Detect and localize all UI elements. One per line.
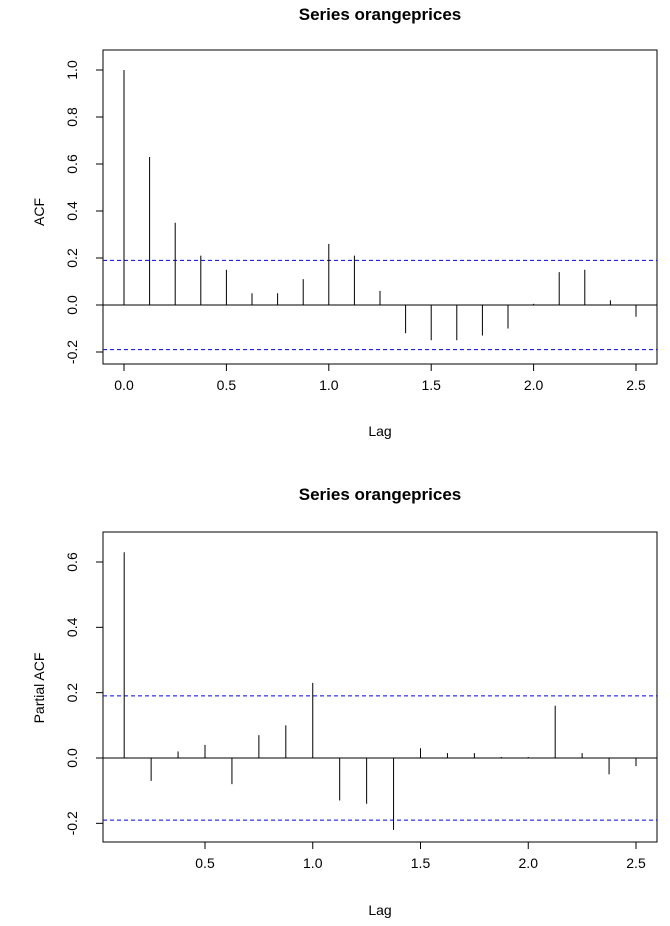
acf-y-tick-label: 0.0 — [64, 295, 80, 315]
acf-panel: Series orangeprices Lag ACF 0.0 0.5 1.0 1.5… — [31, 5, 658, 439]
pacf-y-axis-label: Partial ACF — [31, 653, 47, 724]
acf-y-tick-label: 1.0 — [64, 60, 80, 80]
pacf-title: Series orangeprices — [299, 485, 462, 504]
acf-y-axis-label: ACF — [31, 198, 47, 226]
acf-title: Series orangeprices — [299, 5, 462, 24]
acf-x-tick-label: 2.0 — [524, 377, 544, 393]
pacf-x-tick-label: 1.5 — [411, 855, 431, 871]
acf-y-tick-label: 0.2 — [64, 248, 80, 268]
pacf-y-tick-label: 0.4 — [64, 617, 80, 637]
acf-marks: 0.0 0.5 1.0 1.5 2.0 2.5 -0.2 0.0 0.2 0.4 0.6 0.8 1.0 — [64, 60, 657, 393]
pacf-panel: Series orangeprices Lag Partial ACF 0.5 1… — [31, 485, 658, 918]
acf-x-tick-label: 0.5 — [217, 377, 237, 393]
pacf-marks: 0.5 1.0 1.5 2.0 2.5 -0.2 0.0 0.2 0.4 0.6 — [64, 552, 657, 871]
pacf-plot-frame — [102, 531, 658, 843]
acf-y-tick-label: 0.8 — [64, 107, 80, 127]
acf-x-tick-label: 1.0 — [319, 377, 339, 393]
acf-x-axis-label: Lag — [368, 423, 391, 439]
acf-y-tick-label: 0.4 — [64, 201, 80, 221]
pacf-x-tick-label: 0.5 — [195, 855, 215, 871]
pacf-y-tick-label: 0.0 — [64, 748, 80, 768]
pacf-x-tick-label: 2.0 — [519, 855, 539, 871]
pacf-y-tick-label: 0.6 — [64, 552, 80, 572]
acf-plot-frame — [102, 49, 658, 365]
acf-y-tick-label: -0.2 — [64, 340, 80, 364]
acf-y-tick-label: 0.6 — [64, 154, 80, 174]
acf-x-tick-label: 0.0 — [114, 377, 134, 393]
pacf-y-tick-label: 0.2 — [64, 683, 80, 703]
pacf-x-axis-label: Lag — [368, 902, 391, 918]
pacf-x-tick-label: 2.5 — [626, 855, 646, 871]
acf-x-tick-label: 1.5 — [421, 377, 441, 393]
acf-x-tick-label: 2.5 — [626, 377, 646, 393]
pacf-x-tick-label: 1.0 — [303, 855, 323, 871]
pacf-y-tick-label: -0.2 — [64, 811, 80, 835]
